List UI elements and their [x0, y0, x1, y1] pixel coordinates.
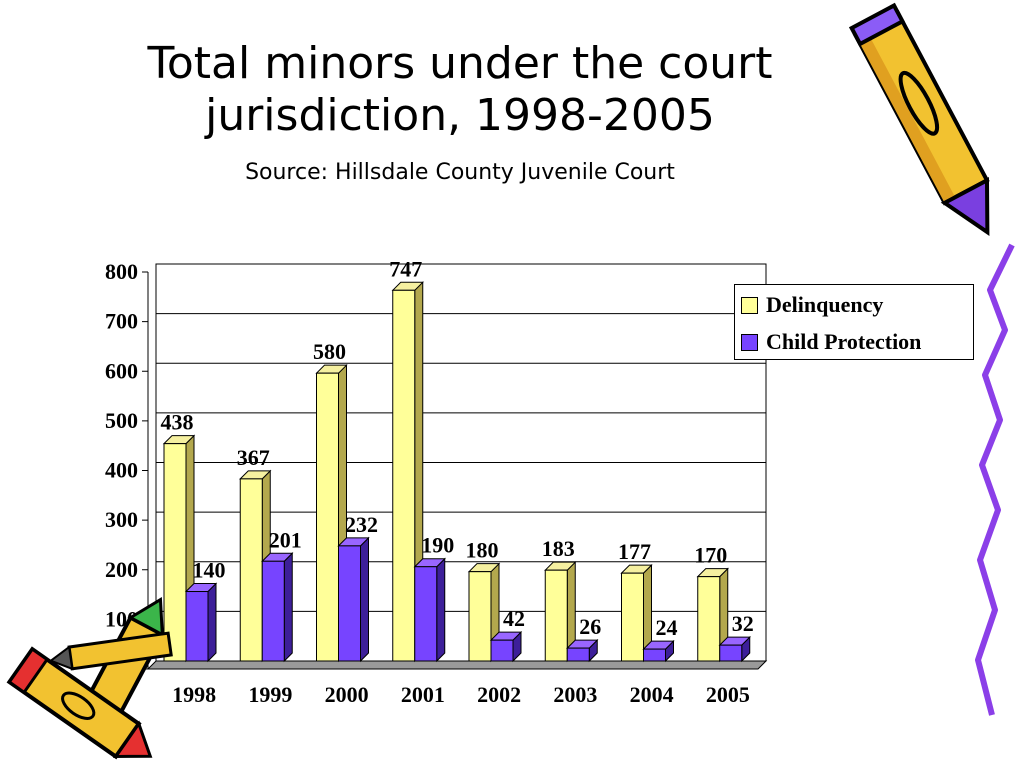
legend-item-child-protection: Child Protection: [741, 327, 921, 357]
bar-child-protection: [261, 560, 285, 662]
bar-delinquency: [468, 571, 492, 662]
data-label-child-protection: 24: [656, 615, 678, 640]
data-label-child-protection: 140: [193, 558, 226, 583]
x-tick-label: 2000: [325, 682, 369, 707]
x-tick-label: 2001: [401, 682, 445, 707]
x-tick-label: 1999: [248, 682, 292, 707]
bar-delinquency: [316, 372, 339, 662]
plot-floor: [146, 660, 768, 670]
data-label-child-protection: 32: [732, 611, 754, 636]
title-line-1: Total minors under the court: [147, 38, 773, 89]
y-tick-label: 800: [105, 259, 138, 284]
data-label-child-protection: 42: [503, 606, 525, 631]
x-tick-label: 2005: [706, 682, 750, 707]
y-tick-label: 400: [105, 458, 138, 483]
bar-child-protection: [414, 566, 438, 662]
data-label-delinquency: 183: [542, 536, 575, 561]
y-tick-label: 600: [105, 358, 138, 383]
legend-item-delinquency: Delinquency: [741, 290, 883, 320]
pencil-tip: [940, 176, 990, 237]
legend-label-child-protection: Child Protection: [766, 329, 922, 354]
data-label-delinquency: 177: [618, 539, 651, 564]
crayon-body-3: [67, 631, 173, 671]
bar-delinquency: [163, 443, 187, 662]
data-label-child-protection: 232: [345, 512, 378, 537]
squiggle-line: [975, 243, 1015, 716]
bar-delinquency: [621, 572, 644, 662]
pencil-shade: [855, 29, 956, 203]
data-label-delinquency: 747: [389, 256, 422, 281]
data-label-delinquency: 367: [237, 445, 270, 470]
title-line-2: jurisdiction, 1998-2005: [205, 90, 715, 141]
y-tick-label: 500: [105, 408, 138, 433]
legend: Delinquency Child Protection: [734, 284, 974, 360]
data-label-delinquency: 438: [161, 410, 194, 435]
pencil-mark: [898, 70, 940, 136]
bar-child-protection: [643, 648, 666, 662]
legend-swatch-child-protection: [741, 333, 758, 351]
x-tick-label: 2004: [630, 682, 674, 707]
bar-delinquency: [392, 289, 416, 662]
data-label-delinquency: 170: [694, 543, 727, 568]
data-label-child-protection: 26: [579, 614, 601, 639]
data-label-delinquency: 180: [466, 538, 499, 563]
crayon-cap-2: [7, 647, 50, 695]
x-tick-label: 2002: [477, 682, 521, 707]
bar-delinquency: [697, 576, 721, 662]
data-label-delinquency: 580: [313, 339, 346, 364]
bar-child-protection: [719, 644, 743, 662]
bar-delinquency: [544, 569, 568, 662]
bar-child-protection: [185, 591, 209, 662]
pencil-eraser: [848, 2, 906, 47]
crayon-tip-1: [127, 597, 164, 638]
chart-title: Total minors under the court jurisdictio…: [60, 38, 860, 142]
y-tick-label: 700: [105, 309, 138, 334]
crayon-tip-3: [48, 645, 74, 671]
crayon-mark-2: [61, 691, 96, 720]
y-tick-label: 200: [105, 557, 138, 582]
y-tick-label: 300: [105, 507, 138, 532]
x-tick-label: 2003: [553, 682, 597, 707]
data-label-child-protection: 190: [421, 533, 454, 558]
x-tick-label: 1998: [172, 682, 216, 707]
bar-child-protection: [490, 639, 514, 662]
data-label-child-protection: 201: [269, 527, 302, 552]
bar-child-protection: [338, 545, 361, 662]
bar-child-protection: [566, 647, 590, 662]
legend-swatch-delinquency: [741, 296, 758, 314]
legend-label-delinquency: Delinquency: [766, 292, 884, 317]
chart-subtitle: Source: Hillsdale County Juvenile Court: [245, 160, 675, 185]
crayon-tip-2: [112, 720, 153, 759]
